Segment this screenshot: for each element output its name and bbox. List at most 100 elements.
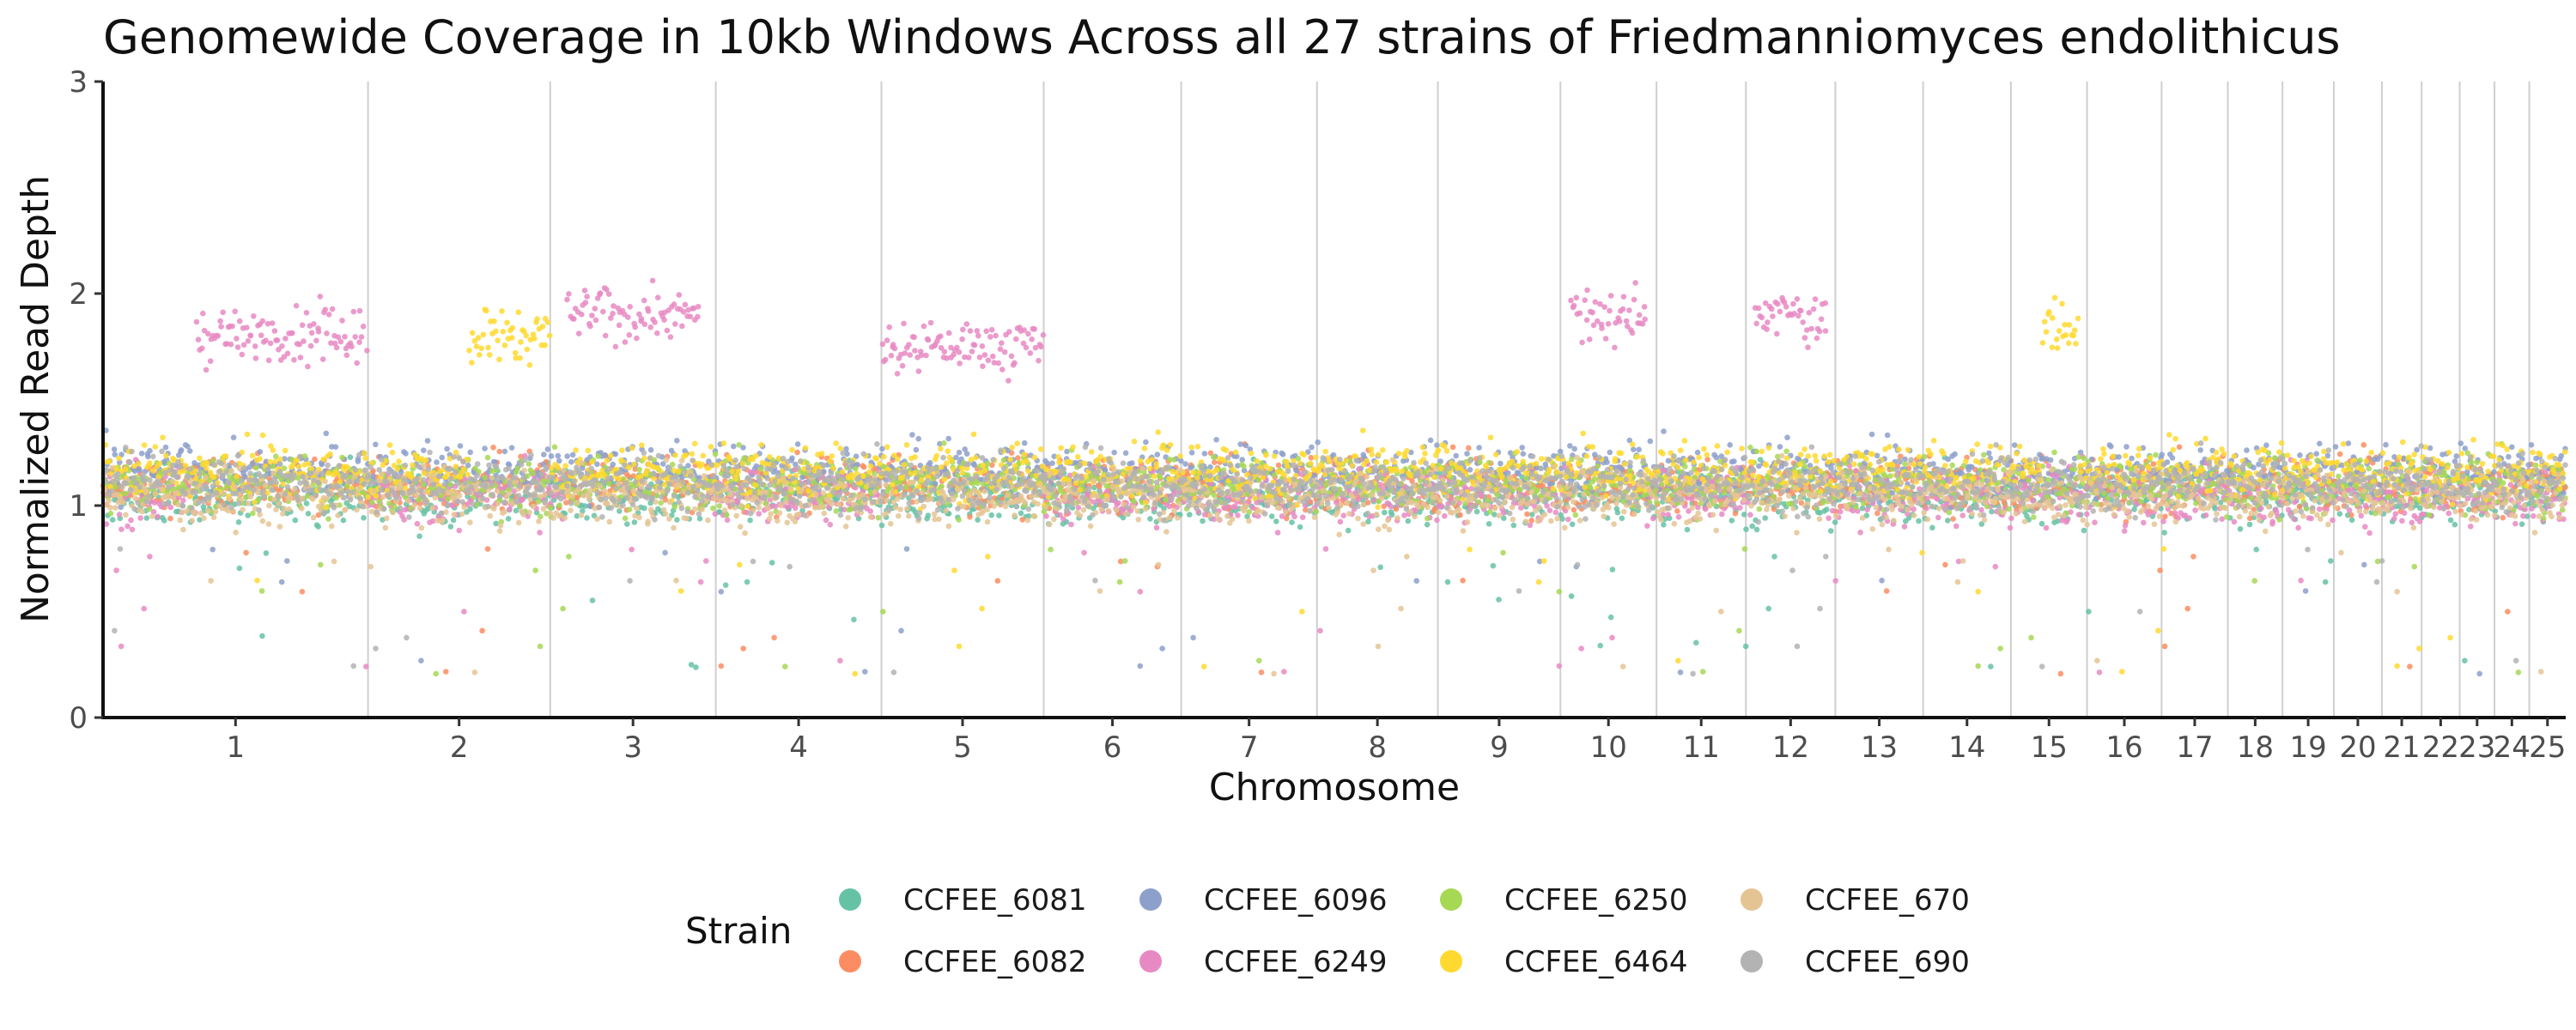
- chromosome-boundaries: [367, 82, 2530, 718]
- data-point-CCFEE_6081: [245, 512, 252, 518]
- data-point-CCFEE_6249: [129, 526, 136, 533]
- data-point-CCFEE_6081: [1614, 509, 1621, 516]
- data-point-CCFEE_6096: [1190, 634, 1196, 641]
- data-point-CCFEE_6249: [239, 351, 246, 358]
- data-point-CCFEE_6249: [284, 350, 291, 357]
- data-point-CCFEE_6096: [278, 579, 285, 585]
- data-point-CCFEE_6249: [629, 546, 635, 553]
- data-point-CCFEE_6081: [1200, 518, 1206, 524]
- data-point-CCFEE_6096: [2244, 447, 2250, 453]
- data-point-CCFEE_6096: [424, 438, 431, 444]
- data-point-CCFEE_6082: [312, 456, 318, 463]
- data-point-CCFEE_6249: [703, 558, 709, 564]
- data-point-CCFEE_6096: [1986, 450, 1992, 457]
- data-point-CCFEE_6096: [909, 432, 915, 438]
- data-point-CCFEE_6082: [989, 462, 995, 469]
- data-point-CCFEE_6096: [1137, 663, 1144, 670]
- data-point-CCFEE_6082: [994, 578, 1001, 584]
- data-point-CCFEE_6249: [915, 368, 922, 374]
- data-point-CCFEE_6082: [2190, 554, 2196, 560]
- data-point-CCFEE_6081: [533, 509, 540, 516]
- data-point-CCFEE_6249: [252, 343, 258, 349]
- data-point-CCFEE_6249: [195, 336, 202, 343]
- data-point-CCFEE_6081: [769, 560, 775, 566]
- data-point-CCFEE_6082: [2184, 605, 2190, 612]
- data-point-CCFEE_6081: [1742, 643, 1749, 650]
- data-point-CCFEE_6081: [2161, 530, 2167, 536]
- data-point-CCFEE_6081: [1945, 518, 1951, 524]
- data-point-CCFEE_6081: [1693, 639, 1699, 646]
- data-point-CCFEE_6081: [1569, 521, 1576, 528]
- data-point-CCFEE_6081: [2447, 517, 2454, 524]
- data-point-CCFEE_6081: [624, 521, 630, 527]
- data-point-CCFEE_6081: [1559, 516, 1565, 522]
- data-point-CCFEE_6249: [217, 318, 223, 324]
- data-point-CCFEE_6081: [292, 517, 299, 524]
- data-point-CCFEE_6082: [1524, 511, 1530, 518]
- data-point-CCFEE_6096: [2361, 561, 2367, 568]
- data-point-CCFEE_6081: [1501, 515, 1507, 521]
- data-point-CCFEE_6081: [2038, 520, 2045, 527]
- data-point-CCFEE_6081: [2246, 521, 2253, 528]
- data-point-CCFEE_6249: [449, 503, 456, 509]
- data-point-CCFEE_6249: [125, 523, 131, 530]
- data-point-CCFEE_6249: [652, 319, 658, 325]
- data-point-CCFEE_6096: [2383, 441, 2389, 448]
- data-point-CCFEE_6249: [906, 342, 912, 348]
- data-point-CCFEE_6096: [1607, 449, 1613, 456]
- data-point-CCFEE_6082: [740, 645, 746, 651]
- data-point-CCFEE_6249: [244, 324, 250, 331]
- data-point-CCFEE_6096: [257, 449, 264, 455]
- data-point-CCFEE_6249: [456, 527, 463, 534]
- data-point-CCFEE_6081: [1824, 506, 1830, 512]
- data-point-CCFEE_6081: [1859, 505, 1866, 512]
- data-point-CCFEE_6096: [1427, 437, 1434, 444]
- data-point-CCFEE_6096: [1498, 460, 1504, 467]
- data-point-CCFEE_6096: [1464, 451, 1470, 457]
- data-point-CCFEE_6082: [771, 634, 777, 641]
- data-point-CCFEE_6249: [537, 530, 543, 536]
- data-point-CCFEE_6081: [416, 533, 422, 539]
- data-point-CCFEE_6249: [938, 333, 944, 340]
- data-point-CCFEE_6096: [421, 447, 427, 453]
- data-point-CCFEE_6096: [586, 503, 592, 509]
- data-point-CCFEE_6249: [592, 317, 599, 324]
- data-point-CCFEE_6249: [941, 348, 948, 355]
- data-point-CCFEE_6081: [1743, 526, 1749, 532]
- data-point-CCFEE_6096: [2427, 445, 2433, 451]
- data-point-CCFEE_6249: [571, 316, 577, 322]
- data-point-CCFEE_6096: [927, 459, 933, 466]
- data-point-CCFEE_6249: [645, 308, 652, 314]
- data-point-CCFEE_6081: [1817, 510, 1823, 516]
- data-point-CCFEE_6081: [2237, 526, 2244, 532]
- data-point-CCFEE_6081: [2518, 521, 2525, 527]
- data-point-CCFEE_6249: [259, 318, 266, 324]
- data-point-CCFEE_6081: [2212, 506, 2218, 512]
- data-point-CCFEE_6082: [315, 512, 322, 518]
- data-point-CCFEE_6249: [301, 338, 307, 344]
- data-point-CCFEE_6096: [1567, 443, 1573, 449]
- data-point-CCFEE_6096: [898, 627, 904, 634]
- data-point-CCFEE_6082: [2157, 567, 2163, 573]
- data-point-CCFEE_6082: [563, 500, 569, 506]
- data-point-CCFEE_6081: [2131, 506, 2137, 512]
- data-point-CCFEE_6249: [907, 352, 914, 358]
- data-point-CCFEE_6096: [145, 453, 151, 460]
- data-point-CCFEE_6249: [218, 324, 224, 330]
- data-point-CCFEE_6096: [1434, 442, 1440, 448]
- data-point-CCFEE_6081: [1293, 494, 1299, 500]
- data-point-CCFEE_6082: [2011, 500, 2017, 506]
- data-point-CCFEE_6082: [518, 453, 524, 460]
- data-point-CCFEE_6096: [2317, 440, 2323, 447]
- data-point-CCFEE_6082: [1950, 516, 1956, 522]
- data-point-CCFEE_6096: [1182, 461, 1188, 467]
- data-point-CCFEE_6249: [236, 318, 243, 324]
- data-point-CCFEE_6249: [252, 355, 259, 361]
- data-point-CCFEE_6081: [1273, 518, 1279, 524]
- data-point-CCFEE_6096: [674, 438, 680, 444]
- data-point-CCFEE_6249: [303, 310, 310, 316]
- data-point-CCFEE_6249: [267, 340, 274, 347]
- data-point-CCFEE_6096: [945, 435, 951, 442]
- data-point-CCFEE_6096: [1201, 451, 1208, 457]
